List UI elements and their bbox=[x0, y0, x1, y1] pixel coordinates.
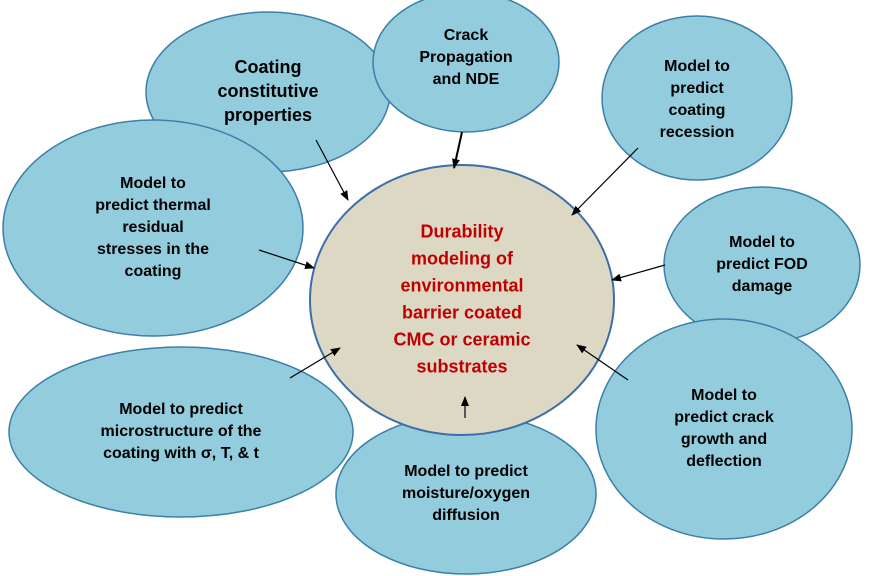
node-label: predict thermal bbox=[95, 197, 211, 214]
node-label: microstructure of the bbox=[101, 423, 262, 440]
center-label: environmental bbox=[400, 275, 523, 295]
node-label: stresses in the bbox=[97, 241, 209, 258]
node-ellipse bbox=[372, 0, 560, 133]
node-label: recession bbox=[660, 124, 735, 141]
node-label: properties bbox=[224, 105, 312, 125]
arrow bbox=[571, 147, 639, 216]
node-label: coating bbox=[669, 102, 726, 119]
node-label: constitutive bbox=[217, 81, 318, 101]
node-label: coating bbox=[125, 263, 182, 280]
center-ellipse bbox=[309, 164, 615, 436]
node-ellipse bbox=[8, 346, 354, 518]
arrow bbox=[315, 139, 349, 201]
node-label: predict FOD bbox=[716, 256, 808, 273]
node-label: Crack bbox=[444, 27, 489, 44]
center-label: CMC or ceramic bbox=[393, 329, 530, 349]
arrow bbox=[258, 249, 315, 270]
node-label: coating with σ, T, & t bbox=[103, 445, 260, 462]
node-ellipse bbox=[2, 119, 304, 337]
node-label: predict crack bbox=[674, 409, 774, 426]
arrow bbox=[611, 264, 666, 282]
node-label: Model to bbox=[664, 58, 730, 75]
arrow bbox=[576, 344, 629, 381]
arrow bbox=[452, 131, 463, 169]
node-label: moisture/oxygen bbox=[402, 485, 530, 502]
node-ellipse bbox=[595, 318, 853, 540]
node-label: Model to bbox=[729, 234, 795, 251]
node-label: and NDE bbox=[433, 71, 500, 88]
node-label: Coating bbox=[235, 57, 302, 77]
node-label: predict bbox=[670, 80, 724, 97]
center-label: barrier coated bbox=[402, 302, 522, 322]
node-ellipse bbox=[601, 15, 793, 181]
node-label: growth and bbox=[681, 431, 767, 448]
node-label: Model to predict bbox=[404, 463, 528, 480]
node-label: Model to bbox=[120, 175, 186, 192]
arrow bbox=[289, 347, 341, 379]
node-label: diffusion bbox=[432, 507, 500, 524]
node-label: residual bbox=[122, 219, 183, 236]
node-label: deflection bbox=[686, 453, 762, 470]
node-label: Propagation bbox=[419, 49, 512, 66]
node-label: Model to predict bbox=[119, 401, 243, 418]
center-label: Durability bbox=[420, 221, 503, 241]
node-label: damage bbox=[732, 278, 793, 295]
center-label: modeling of bbox=[411, 248, 514, 268]
center-label: substrates bbox=[416, 356, 507, 376]
node-label: Model to bbox=[691, 387, 757, 404]
